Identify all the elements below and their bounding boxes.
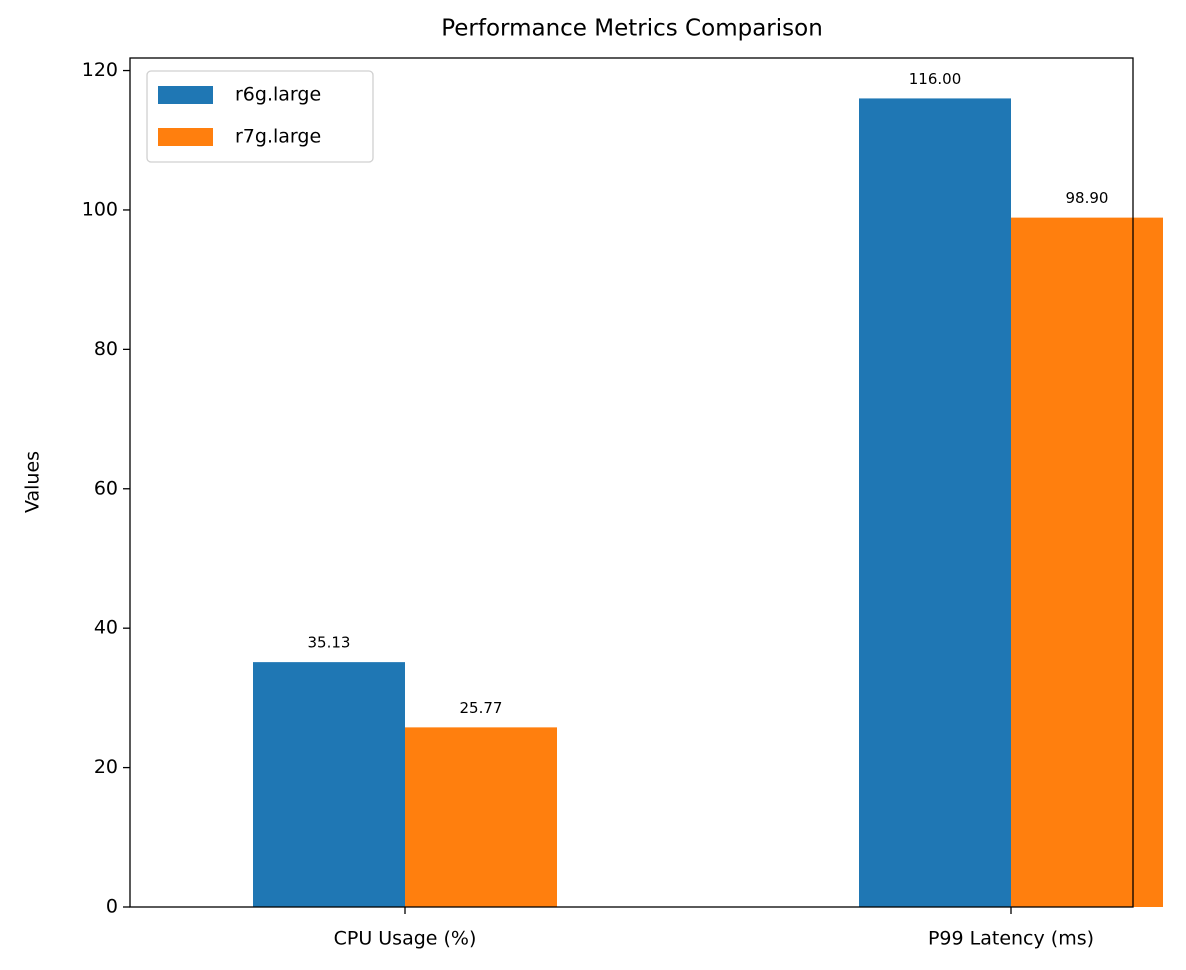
value-label: 98.90 bbox=[1066, 189, 1109, 207]
legend-label: r6g.large bbox=[235, 84, 321, 106]
legend-swatch bbox=[158, 86, 213, 104]
y-tick-label: 60 bbox=[94, 477, 118, 499]
value-label: 35.13 bbox=[308, 634, 351, 652]
legend-swatch bbox=[158, 128, 213, 146]
bar bbox=[859, 98, 1011, 907]
y-tick-label: 120 bbox=[82, 59, 118, 81]
y-axis-label: Values bbox=[22, 451, 44, 513]
value-label: 25.77 bbox=[460, 699, 503, 717]
bar bbox=[253, 662, 405, 907]
chart-title: Performance Metrics Comparison bbox=[441, 16, 823, 42]
y-tick-label: 80 bbox=[94, 338, 118, 360]
legend-label: r7g.large bbox=[235, 126, 321, 148]
y-tick-label: 100 bbox=[82, 198, 118, 220]
x-tick-label: CPU Usage (%) bbox=[334, 928, 477, 950]
bar bbox=[405, 727, 557, 907]
y-tick-label: 0 bbox=[106, 896, 118, 918]
x-tick-label: P99 Latency (ms) bbox=[928, 928, 1094, 950]
bar bbox=[1011, 217, 1163, 907]
y-tick-label: 40 bbox=[94, 617, 118, 639]
plot-frame bbox=[129, 57, 1134, 908]
y-tick-label: 20 bbox=[94, 756, 118, 778]
value-label: 116.00 bbox=[909, 70, 962, 88]
